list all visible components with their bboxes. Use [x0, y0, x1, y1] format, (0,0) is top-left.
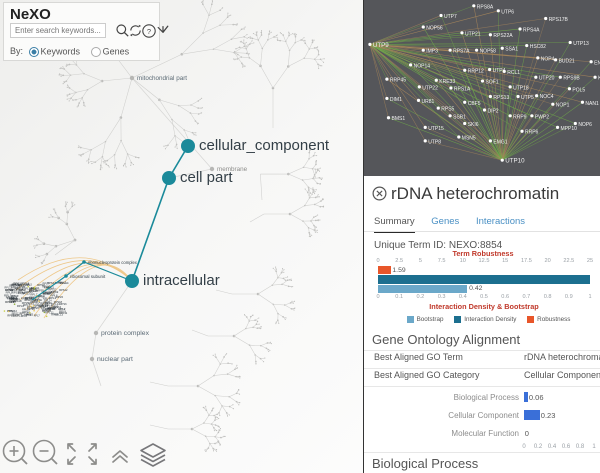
svg-text:intracellular: intracellular [143, 272, 220, 289]
svg-text:NOP56: NOP56 [426, 26, 443, 32]
svg-text:RRP6: RRP6 [525, 130, 539, 136]
svg-text:UTP6: UTP6 [501, 9, 514, 15]
svg-text:ribonucleoprotein complex: ribonucleoprotein complex [88, 260, 138, 265]
svg-text:RRP12: RRP12 [468, 69, 484, 75]
svg-text:RPL6: RPL6 [21, 314, 28, 318]
svg-text:cellular_component: cellular_component [199, 137, 330, 154]
svg-text:SOF1: SOF1 [486, 80, 499, 86]
svg-text:NOP1: NOP1 [556, 103, 570, 109]
svg-text:RPL13: RPL13 [54, 312, 63, 316]
svg-text:UTP21: UTP21 [465, 31, 481, 37]
svg-text:UR81: UR81 [422, 99, 435, 105]
svg-text:NOP58: NOP58 [480, 49, 497, 55]
svg-text:RPL14: RPL14 [51, 302, 60, 306]
svg-text:UTP10: UTP10 [505, 158, 525, 165]
svg-text:ENP1: ENP1 [594, 60, 600, 66]
svg-text:RPS7A: RPS7A [453, 49, 470, 55]
svg-text:NOP4: NOP4 [541, 56, 555, 62]
svg-text:NAN1: NAN1 [585, 101, 599, 107]
svg-text:RPS8A: RPS8A [477, 4, 494, 10]
svg-text:SSA1: SSA1 [505, 47, 518, 53]
svg-text:RPS12: RPS12 [59, 288, 68, 292]
svg-text:CBF5: CBF5 [468, 101, 481, 107]
svg-text:RRP45: RRP45 [390, 78, 406, 84]
svg-text:?: ? [147, 27, 151, 36]
svg-text:nuclear part: nuclear part [97, 356, 133, 363]
svg-text:DIP2: DIP2 [487, 109, 498, 115]
svg-text:RPL8: RPL8 [19, 288, 26, 292]
svg-text:UTP7: UTP7 [444, 14, 457, 20]
svg-text:UTP8: UTP8 [428, 139, 441, 145]
svg-text:HSC82: HSC82 [530, 44, 546, 50]
svg-text:RPL5: RPL5 [43, 302, 50, 305]
svg-text:PWP2: PWP2 [535, 114, 549, 120]
svg-text:RPS5: RPS5 [441, 107, 454, 113]
svg-text:UTP13: UTP13 [573, 41, 589, 47]
svg-text:BMS1: BMS1 [391, 116, 405, 122]
svg-text:RPS13: RPS13 [493, 95, 509, 101]
svg-text:UTP15: UTP15 [428, 126, 444, 132]
svg-text:RPL7: RPL7 [43, 282, 50, 286]
svg-text:RPL7: RPL7 [23, 303, 31, 307]
svg-text:RPS2: RPS2 [22, 310, 30, 314]
svg-text:RPS22A: RPS22A [493, 33, 513, 39]
svg-text:RPL6: RPL6 [50, 294, 58, 298]
svg-text:SKI6: SKI6 [468, 122, 479, 128]
svg-text:UTP22: UTP22 [422, 85, 438, 91]
svg-text:RPL10: RPL10 [34, 303, 43, 307]
svg-text:UTP20: UTP20 [539, 76, 555, 82]
svg-text:MSN5: MSN5 [462, 136, 476, 142]
svg-text:RPS9B: RPS9B [563, 76, 580, 82]
svg-text:RPS11: RPS11 [11, 283, 21, 287]
svg-text:UTP9: UTP9 [373, 42, 389, 49]
svg-text:IMP3: IMP3 [426, 49, 438, 55]
svg-text:mitochondrial part: mitochondrial part [137, 75, 187, 82]
svg-text:RPS18: RPS18 [13, 299, 22, 303]
svg-text:RPS5: RPS5 [48, 307, 56, 311]
svg-text:EMG1: EMG1 [493, 139, 507, 145]
svg-text:NOP14: NOP14 [414, 63, 431, 69]
svg-text:SSB1: SSB1 [453, 114, 466, 120]
svg-text:RPS17B: RPS17B [549, 17, 569, 23]
svg-text:UTP18: UTP18 [513, 85, 529, 91]
svg-text:RCL1: RCL1 [507, 70, 520, 76]
svg-text:KRE33: KRE33 [439, 79, 455, 85]
svg-text:RPL7: RPL7 [34, 314, 41, 317]
svg-text:MPP10: MPP10 [561, 126, 578, 132]
svg-text:POL5: POL5 [572, 87, 585, 93]
svg-text:RRP9: RRP9 [513, 114, 527, 120]
svg-text:RPL9: RPL9 [11, 314, 19, 318]
svg-text:ribosomal subunit: ribosomal subunit [70, 274, 106, 279]
svg-text:protein complex: protein complex [101, 330, 150, 337]
svg-text:RPS6: RPS6 [60, 302, 68, 306]
svg-text:BUD21: BUD21 [559, 58, 575, 64]
svg-text:NOP6: NOP6 [578, 122, 592, 128]
svg-text:RPS4A: RPS4A [523, 27, 540, 33]
svg-text:RPL4: RPL4 [11, 294, 18, 298]
svg-text:UTP5: UTP5 [521, 95, 534, 101]
svg-text:DIM1: DIM1 [390, 97, 402, 103]
svg-text:RPS1A: RPS1A [454, 87, 471, 93]
svg-text:RPL11: RPL11 [45, 311, 54, 315]
svg-text:cell part: cell part [180, 169, 233, 186]
svg-text:RPS9: RPS9 [5, 288, 13, 292]
svg-text:RPL6: RPL6 [17, 304, 25, 308]
svg-text:NOC4: NOC4 [540, 94, 554, 100]
